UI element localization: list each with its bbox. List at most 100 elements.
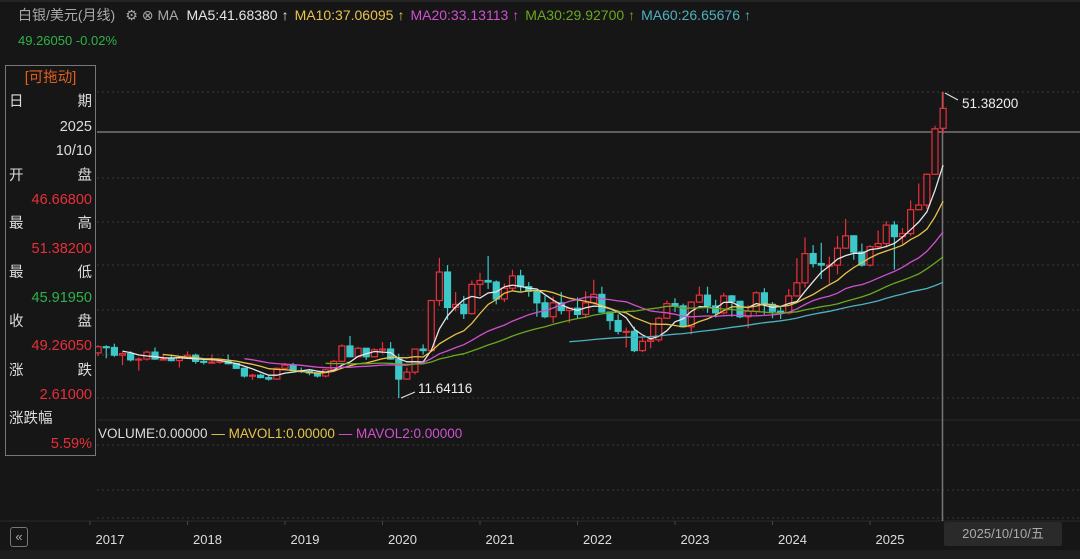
candle-up: [208, 361, 216, 364]
x-tick-label: 2022: [583, 532, 612, 547]
candle-down: [460, 303, 468, 315]
ma10-line: [163, 200, 944, 374]
candle-down: [257, 374, 265, 379]
candle-up: [135, 358, 143, 361]
candle-up: [655, 317, 663, 341]
x-tick-label: 2019: [290, 532, 320, 547]
candle-down: [614, 319, 622, 332]
ma30-line: [325, 256, 944, 366]
low-value: 45.91950: [31, 289, 92, 306]
candle-up: [476, 279, 484, 285]
candle-up: [549, 302, 557, 318]
x-tick-label: 2018: [193, 532, 222, 547]
mavol2-value: MAVOL2:0.00000: [355, 426, 463, 441]
pct-value: 5.59%: [50, 435, 92, 452]
candle-up: [370, 349, 378, 358]
candle-up: [622, 330, 630, 333]
ma-values: MA5:41.68380 ↑ MA10:37.06095 ↑ MA20:33.13113…: [187, 7, 757, 23]
ma20-line: [244, 231, 944, 369]
close-circle-icon[interactable]: ⊗: [141, 6, 154, 23]
x-tick-label: 2024: [778, 532, 807, 547]
candle-up: [752, 292, 760, 312]
pct-label: 涨跌幅: [9, 411, 53, 428]
candle-up: [638, 340, 647, 352]
high-value: 51.38200: [31, 240, 92, 257]
max-high-label: 51.38200: [962, 96, 1019, 111]
up-arrow-icon: ↑: [628, 7, 636, 23]
candle-up: [468, 283, 476, 315]
candle-down: [127, 353, 135, 361]
candle-up: [842, 235, 850, 249]
close-value: 49.26050: [31, 338, 92, 355]
candle-up: [216, 360, 224, 363]
candle-down: [703, 294, 712, 307]
crosshair-date: 2025/10/10/五: [944, 522, 1062, 546]
candle-up: [695, 294, 703, 303]
low-label: 最低: [9, 265, 92, 282]
candle-down: [443, 271, 452, 309]
change-label: 涨跌: [9, 362, 92, 379]
candle-up: [273, 367, 281, 380]
ma-item: MA30:29.92700: [525, 7, 625, 23]
candle-up: [687, 301, 695, 328]
open-value: 46.66800: [31, 191, 92, 208]
candle-down: [850, 235, 858, 253]
min-arrow-icon: [400, 391, 416, 399]
up-arrow-icon: ↑: [744, 7, 751, 23]
candle-down: [110, 346, 118, 356]
candle-down: [671, 303, 679, 307]
x-tick-label: 2017: [95, 532, 125, 547]
candle-up: [378, 348, 387, 351]
ma-item: MA20:33.13113: [410, 7, 509, 23]
candle-down: [151, 351, 159, 360]
candle-up: [882, 224, 890, 245]
candle-up: [338, 345, 346, 362]
candle-up: [915, 204, 923, 211]
up-arrow-icon: ↑: [281, 7, 289, 23]
date-day: 10/10: [55, 143, 92, 160]
candle-up: [248, 374, 257, 377]
date-year: 2025: [59, 118, 92, 135]
min-low-label: 11.64116: [418, 381, 473, 396]
date-label: 日期: [9, 94, 92, 111]
info-panel[interactable]: [可拖动] 日期 2025 10/10 开盘 46.66800 最高 51.38…: [5, 65, 96, 456]
candle-up: [159, 358, 167, 361]
volume-legend: VOLUME:0.00000 — MAVOL1:0.00000 — MAVOL2…: [98, 426, 462, 441]
x-tick-label: 2023: [680, 532, 710, 547]
candle-up: [411, 348, 419, 373]
candle-up: [435, 271, 443, 302]
candle-up: [931, 128, 939, 175]
candle-down: [419, 348, 427, 352]
candle-down: [395, 358, 403, 380]
candle-up: [907, 209, 915, 235]
candle-down: [102, 346, 110, 349]
candle-down: [265, 376, 273, 380]
drag-label[interactable]: [可拖动]: [24, 70, 77, 86]
high-label: 最高: [9, 216, 92, 233]
candle-down: [736, 300, 744, 318]
candle-down: [760, 292, 768, 305]
candle-down: [712, 305, 720, 314]
ma-item: MA60:26.65676: [641, 7, 740, 23]
candle-up: [801, 252, 809, 284]
candle-up: [939, 107, 947, 129]
candle-down: [858, 251, 866, 266]
candle-down: [890, 224, 898, 238]
candle-down: [517, 275, 525, 288]
candle-down: [533, 290, 541, 304]
candle-up: [923, 173, 931, 206]
candle-up: [663, 303, 671, 319]
gear-icon[interactable]: ⚙: [125, 6, 138, 23]
ma5-line: [122, 165, 944, 376]
scroll-back-button[interactable]: «: [10, 527, 28, 547]
up-arrow-icon: ↑: [512, 7, 520, 23]
ma-label: MA: [157, 7, 179, 23]
ma60-line: [569, 281, 944, 343]
price-change: 49.26050 -0.02%: [18, 33, 118, 48]
mavol2-dash: —: [338, 426, 353, 441]
candle-down: [809, 252, 817, 265]
candle-down: [484, 279, 492, 283]
volume-value: VOLUME:0.00000: [98, 426, 208, 441]
max-arrow-icon: [944, 92, 959, 101]
